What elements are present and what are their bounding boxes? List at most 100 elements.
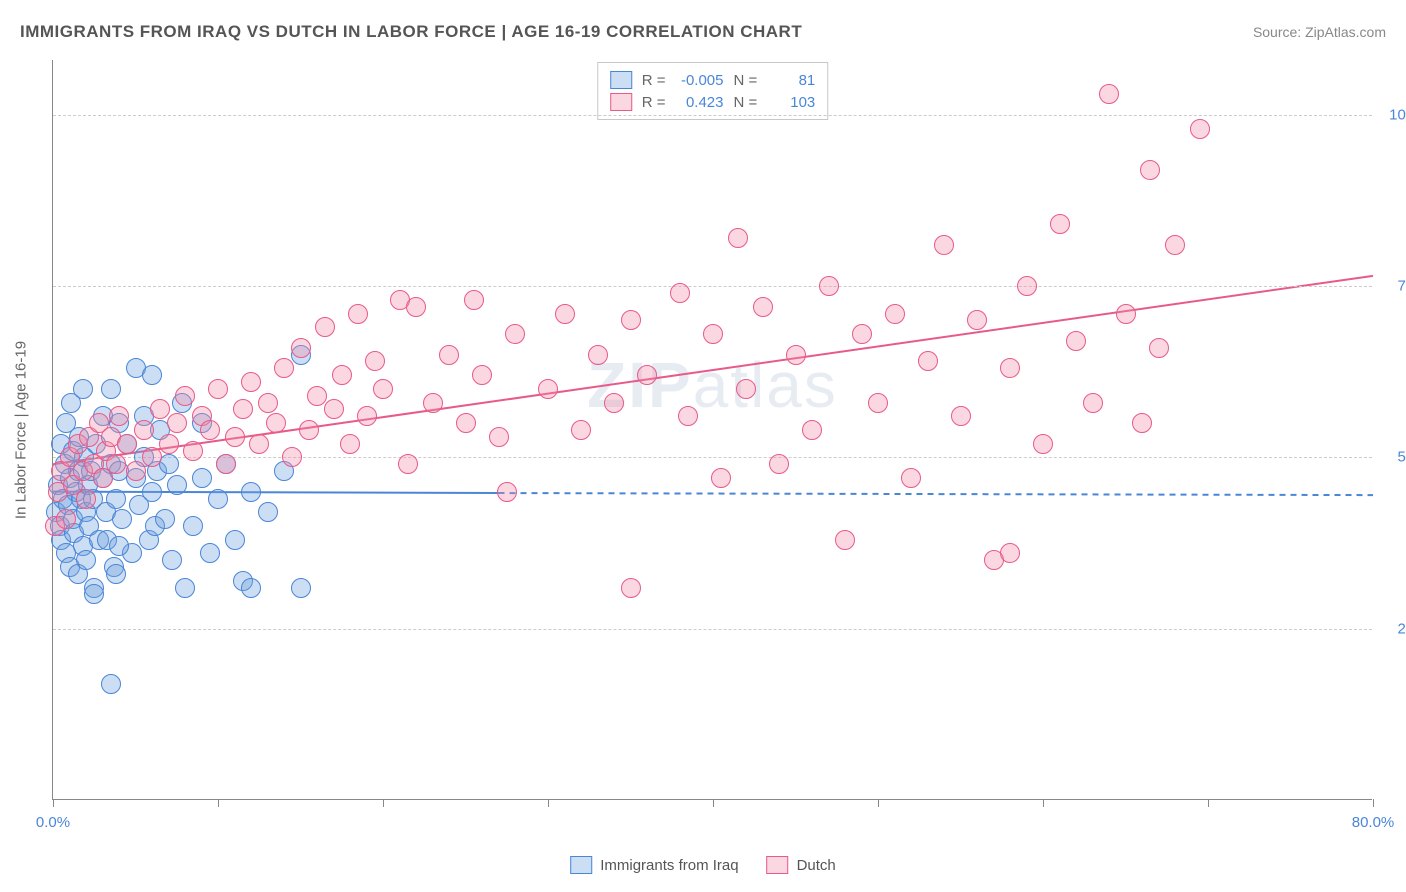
x-tick [713, 799, 714, 807]
scatter-point [106, 564, 126, 584]
stats-legend-box: R = -0.005 N = 81 R = 0.423 N = 103 [597, 62, 829, 120]
scatter-point [802, 420, 822, 440]
scatter-point [225, 530, 245, 550]
scatter-point [918, 351, 938, 371]
scatter-point [505, 324, 525, 344]
scatter-point [637, 365, 657, 385]
scatter-plot: ZIPatlas In Labor Force | Age 16-19 R = … [52, 60, 1372, 800]
scatter-point [835, 530, 855, 550]
scatter-point [398, 454, 418, 474]
gridline-h [53, 629, 1372, 630]
scatter-point [192, 468, 212, 488]
bottom-legend: Immigrants from Iraq Dutch [570, 856, 836, 874]
x-tick [878, 799, 879, 807]
gridline-h [53, 457, 1372, 458]
scatter-point [1066, 331, 1086, 351]
scatter-point [183, 441, 203, 461]
scatter-point [101, 379, 121, 399]
scatter-point [769, 454, 789, 474]
scatter-point [373, 379, 393, 399]
x-tick-label: 0.0% [36, 814, 70, 831]
x-tick [1043, 799, 1044, 807]
scatter-point [101, 674, 121, 694]
scatter-point [274, 358, 294, 378]
scatter-point [200, 543, 220, 563]
scatter-point [109, 406, 129, 426]
scatter-point [728, 228, 748, 248]
scatter-point [753, 297, 773, 317]
scatter-point [967, 310, 987, 330]
scatter-point [1017, 276, 1037, 296]
scatter-point [112, 509, 132, 529]
scatter-point [588, 345, 608, 365]
scatter-point [348, 304, 368, 324]
scatter-point [934, 235, 954, 255]
scatter-point [208, 379, 228, 399]
scatter-point [142, 365, 162, 385]
scatter-point [1033, 434, 1053, 454]
scatter-point [117, 434, 137, 454]
scatter-point [216, 454, 236, 474]
x-tick [1208, 799, 1209, 807]
scatter-point [406, 297, 426, 317]
trend-lines [53, 60, 1372, 799]
gridline-h [53, 115, 1372, 116]
scatter-point [1132, 413, 1152, 433]
scatter-point [175, 578, 195, 598]
y-tick-label: 75.0% [1380, 278, 1406, 295]
x-tick [53, 799, 54, 807]
scatter-point [134, 420, 154, 440]
scatter-point [497, 482, 517, 502]
x-tick [548, 799, 549, 807]
legend-item-series-2: Dutch [767, 856, 836, 874]
scatter-point [126, 461, 146, 481]
scatter-point [340, 434, 360, 454]
scatter-point [1050, 214, 1070, 234]
scatter-point [456, 413, 476, 433]
scatter-point [489, 427, 509, 447]
scatter-point [472, 365, 492, 385]
scatter-point [200, 420, 220, 440]
scatter-point [819, 276, 839, 296]
n-value-series-2: 103 [767, 94, 815, 111]
scatter-point [167, 413, 187, 433]
scatter-point [249, 434, 269, 454]
y-tick-label: 100.0% [1380, 106, 1406, 123]
scatter-point [208, 489, 228, 509]
scatter-point [711, 468, 731, 488]
scatter-point [241, 578, 261, 598]
scatter-point [258, 502, 278, 522]
scatter-point [175, 386, 195, 406]
scatter-point [1165, 235, 1185, 255]
x-tick [383, 799, 384, 807]
scatter-point [1000, 543, 1020, 563]
legend-swatch-series-2 [767, 856, 789, 874]
scatter-point [258, 393, 278, 413]
scatter-point [84, 584, 104, 604]
scatter-point [307, 386, 327, 406]
scatter-point [332, 365, 352, 385]
scatter-point [670, 283, 690, 303]
scatter-point [106, 489, 126, 509]
scatter-point [159, 434, 179, 454]
scatter-point [162, 550, 182, 570]
scatter-point [621, 310, 641, 330]
scatter-point [464, 290, 484, 310]
scatter-point [76, 489, 96, 509]
r-value-series-2: 0.423 [676, 94, 724, 111]
scatter-point [1083, 393, 1103, 413]
scatter-point [423, 393, 443, 413]
scatter-point [571, 420, 591, 440]
scatter-point [703, 324, 723, 344]
scatter-point [106, 454, 126, 474]
scatter-point [621, 578, 641, 598]
scatter-point [109, 536, 129, 556]
scatter-point [291, 578, 311, 598]
y-axis-title: In Labor Force | Age 16-19 [13, 340, 30, 518]
scatter-point [365, 351, 385, 371]
scatter-point [266, 413, 286, 433]
scatter-point [56, 509, 76, 529]
scatter-point [868, 393, 888, 413]
scatter-point [538, 379, 558, 399]
stats-row-series-2: R = 0.423 N = 103 [610, 91, 816, 113]
